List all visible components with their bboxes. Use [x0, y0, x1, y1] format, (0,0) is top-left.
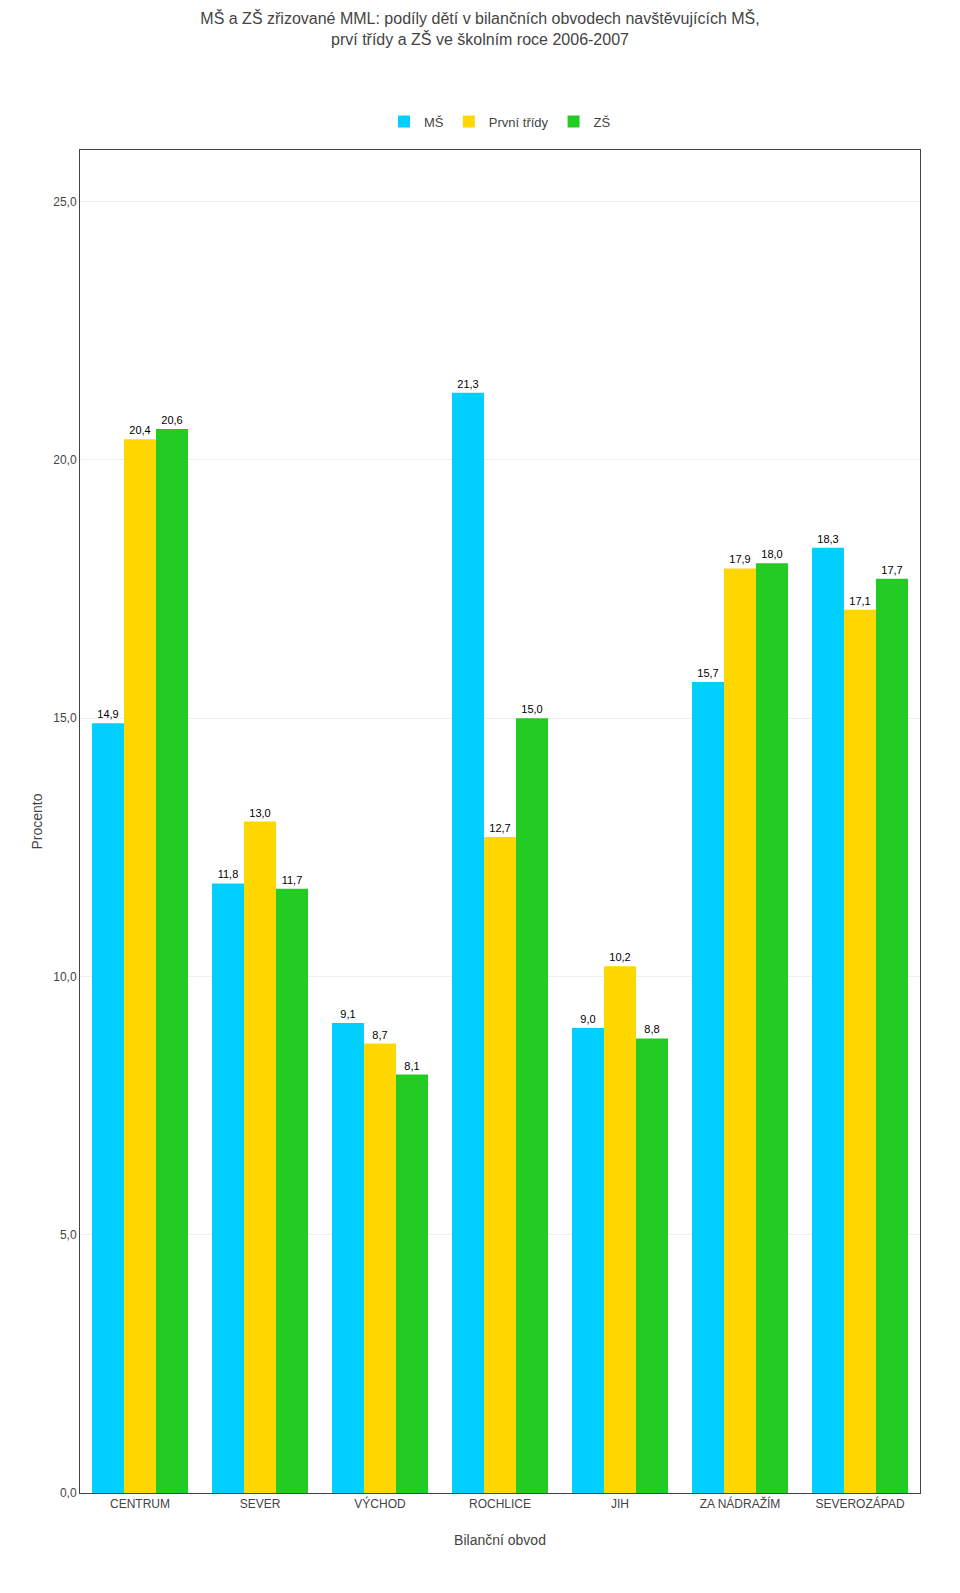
svg-text:CENTRUM: CENTRUM — [110, 1497, 170, 1511]
svg-text:První třídy: První třídy — [489, 115, 549, 130]
svg-text:10,0: 10,0 — [53, 970, 77, 984]
svg-text:12,7: 12,7 — [489, 822, 510, 834]
svg-text:11,8: 11,8 — [218, 868, 239, 880]
svg-text:0,0: 0,0 — [60, 1486, 77, 1500]
svg-text:Bilanční obvod: Bilanční obvod — [454, 1532, 546, 1548]
svg-text:ZA NÁDRAŽÍM: ZA NÁDRAŽÍM — [700, 1496, 781, 1511]
svg-text:Procento: Procento — [29, 793, 45, 849]
svg-text:20,0: 20,0 — [53, 453, 77, 467]
svg-text:15,0: 15,0 — [53, 711, 77, 725]
svg-text:8,8: 8,8 — [644, 1023, 659, 1035]
svg-text:MŠ a ZŠ zřizované MML: podíly: MŠ a ZŠ zřizované MML: podíly dětí v bil… — [200, 9, 759, 48]
svg-text:15,0: 15,0 — [521, 703, 542, 715]
svg-text:ROCHLICE: ROCHLICE — [469, 1497, 531, 1511]
svg-text:18,0: 18,0 — [761, 548, 782, 560]
svg-text:ZŠ: ZŠ — [594, 115, 611, 130]
svg-text:9,0: 9,0 — [580, 1013, 595, 1025]
svg-text:8,1: 8,1 — [404, 1060, 419, 1072]
svg-text:11,7: 11,7 — [282, 874, 303, 886]
svg-text:5,0: 5,0 — [60, 1228, 77, 1242]
svg-text:VÝCHOD: VÝCHOD — [354, 1496, 406, 1511]
svg-text:JIH: JIH — [611, 1497, 629, 1511]
svg-text:21,3: 21,3 — [457, 378, 478, 390]
svg-text:17,7: 17,7 — [881, 564, 902, 576]
svg-text:SEVEROZÁPAD: SEVEROZÁPAD — [815, 1496, 904, 1511]
svg-text:14,9: 14,9 — [97, 708, 118, 720]
svg-text:20,4: 20,4 — [129, 424, 150, 436]
svg-text:15,7: 15,7 — [697, 667, 718, 679]
svg-text:20,6: 20,6 — [161, 414, 182, 426]
svg-text:25,0: 25,0 — [53, 195, 77, 209]
svg-text:13,0: 13,0 — [249, 807, 270, 819]
svg-text:MŠ: MŠ — [424, 115, 444, 130]
svg-text:17,9: 17,9 — [729, 553, 750, 565]
svg-text:17,1: 17,1 — [849, 595, 870, 607]
svg-text:SEVER: SEVER — [240, 1497, 281, 1511]
svg-text:9,1: 9,1 — [340, 1008, 355, 1020]
svg-text:8,7: 8,7 — [372, 1029, 387, 1041]
svg-text:10,2: 10,2 — [609, 951, 630, 963]
svg-text:18,3: 18,3 — [817, 533, 838, 545]
